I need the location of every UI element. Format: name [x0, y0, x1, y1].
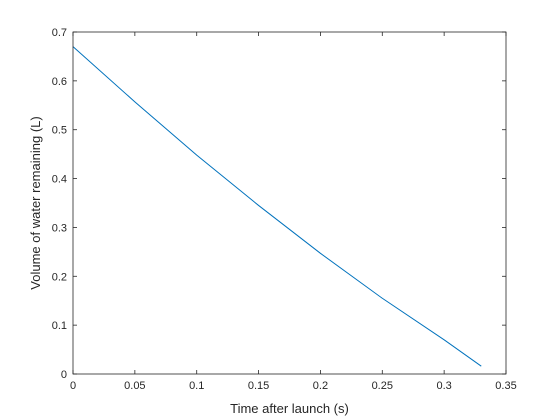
x-tick-label: 0.35	[495, 380, 516, 392]
x-tick-label: 0.3	[436, 380, 451, 392]
x-tick-label: 0.1	[189, 380, 204, 392]
x-tick-label: 0.05	[124, 380, 145, 392]
y-tick-label: 0.7	[52, 27, 67, 39]
y-tick-label: 0.4	[52, 174, 67, 186]
series-line-0	[72, 46, 482, 367]
x-axis: 0 0.05 0.1 0.15 0.2 0.25 0.3 0.35	[70, 32, 517, 392]
axes-box	[72, 31, 507, 375]
x-tick-label: 0	[70, 380, 76, 392]
series-layer	[72, 46, 482, 367]
x-tick-label: 0.15	[248, 380, 269, 392]
x-axis-label: Time after launch (s)	[230, 401, 349, 416]
x-tick-label: 0.2	[313, 380, 328, 392]
y-tick-label: 0	[61, 369, 67, 381]
y-tick-label: 0.1	[52, 320, 67, 332]
x-tick-label: 0.25	[372, 380, 393, 392]
y-tick-label: 0.2	[52, 271, 67, 283]
plot-area	[73, 32, 506, 374]
y-tick-label: 0.6	[52, 76, 67, 88]
y-tick-label: 0.5	[52, 125, 67, 137]
y-axis-label: Volume of water remaining (L)	[28, 116, 43, 289]
y-tick-label: 0.3	[52, 222, 67, 234]
y-axis: 0 0.1 0.2 0.3 0.4 0.5 0.6 0.7	[52, 27, 506, 381]
